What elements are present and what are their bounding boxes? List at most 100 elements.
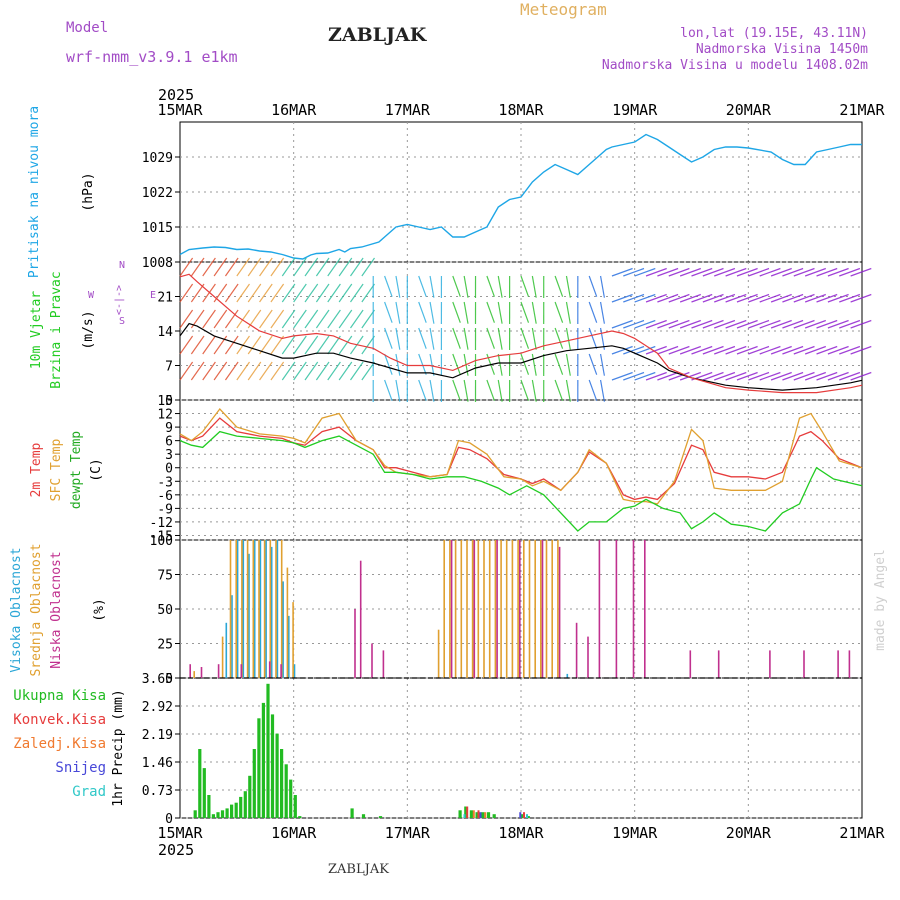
wind-arrow xyxy=(531,379,537,402)
cloud-bar-2 xyxy=(359,560,362,678)
cloud-bar-1 xyxy=(269,540,272,678)
cloud-bar-0 xyxy=(225,622,228,678)
wind-arrow xyxy=(338,257,353,277)
wind-arrow xyxy=(668,267,690,277)
cloud-bar-0 xyxy=(231,595,233,678)
wind-arrow xyxy=(418,379,427,401)
temperature-ytick-label: -3 xyxy=(157,475,173,490)
cloud-bar-1 xyxy=(551,540,553,678)
cloud-ytick-label: 25 xyxy=(157,638,173,653)
wind-arrow xyxy=(588,327,598,349)
wind-arrow xyxy=(418,353,427,375)
wind-arrow xyxy=(657,267,679,277)
cloud-bar-1 xyxy=(488,540,491,678)
wind-arrow xyxy=(657,371,679,381)
wind-key-arrows: <-|-> xyxy=(114,285,125,315)
wind-key-e: E xyxy=(150,290,156,301)
wind-arrow xyxy=(645,293,667,303)
wind-arrow xyxy=(304,309,319,329)
temp-line-1 xyxy=(179,407,863,505)
wind-arrow xyxy=(736,319,758,329)
wind-arrow xyxy=(611,293,633,303)
wind-arrow xyxy=(565,327,571,350)
cloud-bar-0 xyxy=(566,673,569,678)
wind-arrow xyxy=(827,345,849,355)
wind-axis-title-1: 10m Vjetar xyxy=(29,291,44,369)
precip-bar-0 xyxy=(275,733,279,818)
precip-bar-0 xyxy=(252,749,256,818)
wind-arrow xyxy=(361,309,375,329)
wind-arrow xyxy=(850,345,872,355)
wind-arrow xyxy=(293,335,307,355)
cloud-bar-1 xyxy=(252,540,255,678)
bottom-date-label: 18MAR xyxy=(498,824,544,842)
cloud-bar-0 xyxy=(270,546,273,678)
wind-arrow xyxy=(497,275,503,298)
wind-arrow xyxy=(315,283,330,303)
wind-arrow xyxy=(338,283,353,303)
wind-arrow xyxy=(281,309,296,329)
wind-arrow xyxy=(611,371,633,381)
wind-arrow xyxy=(782,293,804,303)
cloud-bar-1 xyxy=(263,540,266,678)
wind-arrow xyxy=(224,335,239,355)
wind-arrow xyxy=(520,327,530,349)
temperature-ytick-label: -12 xyxy=(150,516,173,531)
wind-arrow xyxy=(599,379,605,402)
wind-arrow xyxy=(599,275,605,298)
wind-arrow xyxy=(179,257,194,277)
cloud-bar-1 xyxy=(246,540,249,678)
wind-arrow xyxy=(702,371,724,381)
wind-arrow xyxy=(827,319,849,329)
cloud-bar-1 xyxy=(460,540,463,678)
precip-bar-0 xyxy=(220,810,225,818)
wind-arrow xyxy=(759,267,781,277)
wind-arrow xyxy=(599,353,605,376)
cloud-bar-2 xyxy=(717,650,720,678)
cloud-bar-0 xyxy=(276,540,279,678)
bottom-date-label: 17MAR xyxy=(385,824,431,842)
wind-arrow xyxy=(190,361,205,381)
cloud-bar-2 xyxy=(382,650,385,678)
wind-arrow xyxy=(668,319,690,329)
cloud-bar-0 xyxy=(248,553,250,678)
wind-arrow xyxy=(384,327,393,349)
pressure-ytick-label: 1029 xyxy=(142,151,173,166)
wind-arrow xyxy=(623,371,645,381)
wind-arrow xyxy=(679,293,702,303)
temp-axis-title-3: dewpt Temp xyxy=(69,431,84,509)
wind-arrow xyxy=(486,301,495,323)
cloud-bar-0 xyxy=(282,581,284,678)
precip-bar-4 xyxy=(463,814,466,818)
wind-arrow xyxy=(497,379,503,402)
wind-arrow xyxy=(418,301,427,323)
model-label: Model xyxy=(66,20,109,36)
wind-arrow xyxy=(657,293,679,303)
cloud-bar-0 xyxy=(293,664,296,678)
wind-arrow xyxy=(293,257,307,277)
wind-arrow xyxy=(179,335,194,355)
cloud-bar-1 xyxy=(477,540,480,678)
wind-arrow xyxy=(236,309,250,329)
cloud-axis-title-3: Niska Oblacnost xyxy=(49,551,64,668)
wind-arrow xyxy=(599,301,605,324)
wind-arrow xyxy=(634,267,656,277)
precip-bar-0 xyxy=(492,814,496,818)
wind-arrow xyxy=(679,345,702,355)
precip-bar-0 xyxy=(248,775,252,818)
wind-arrow xyxy=(270,257,285,277)
precipitation-ytick-label: 2.92 xyxy=(142,700,173,715)
wind-arrow xyxy=(702,267,724,277)
wind-arrow xyxy=(588,301,598,323)
wind-arrow xyxy=(384,301,393,323)
wind-arrow xyxy=(736,293,758,303)
precip-bar-2 xyxy=(472,810,475,818)
wind-arrow xyxy=(748,319,770,329)
wind-arrow xyxy=(293,283,307,303)
temperature-ytick-label: -9 xyxy=(157,502,173,517)
wind-arrow xyxy=(338,309,353,329)
pressure-ytick-label: 1008 xyxy=(142,256,173,271)
precip-bar-3 xyxy=(479,812,482,818)
wind-arrow xyxy=(657,319,679,329)
